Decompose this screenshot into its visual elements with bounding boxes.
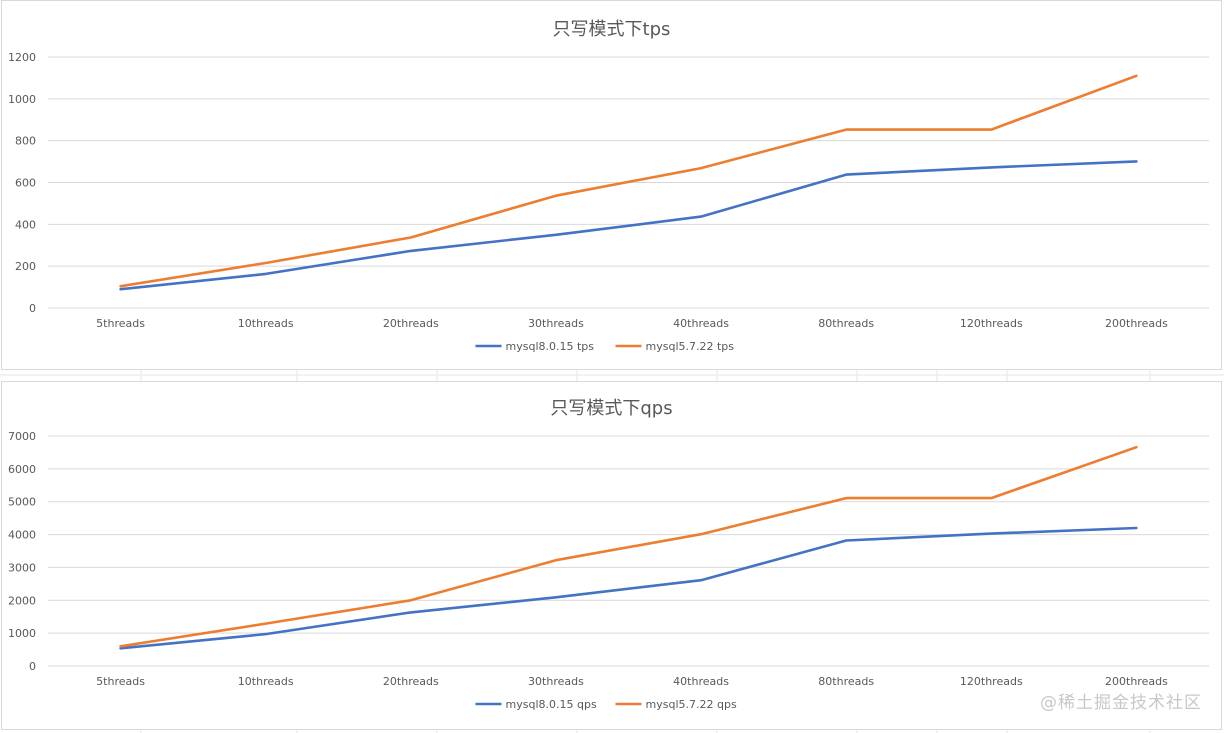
tps-y-tick-label: 200	[15, 260, 36, 273]
qps-y-tick-label: 5000	[8, 496, 36, 509]
tps-legend-label-1: mysql8.0.15 tps	[506, 340, 595, 353]
tps-legend-label-2: mysql5.7.22 tps	[646, 340, 735, 353]
qps-chart-title: 只写模式下qps	[550, 398, 672, 419]
tps-y-tick-label: 0	[29, 302, 36, 315]
qps-y-tick-label: 0	[29, 660, 36, 673]
watermark: @稀土掘金技术社区	[1040, 693, 1202, 713]
qps-x-tick-label: 30threads	[528, 675, 584, 688]
qps-x-tick-label: 20threads	[383, 675, 439, 688]
qps-series-line-1	[119, 526, 1138, 650]
tps-x-tick-label: 10threads	[238, 317, 294, 330]
qps-y-tick-label: 2000	[8, 594, 36, 607]
tps-x-tick-label: 30threads	[528, 317, 584, 330]
qps-x-tick-label: 10threads	[238, 675, 294, 688]
qps-chart: 只写模式下qps 0 1000 2000 3000 4000 5000 6000 7000 5th…	[8, 398, 1209, 711]
qps-y-tick-label: 4000	[8, 529, 36, 542]
tps-x-tick-label: 40threads	[673, 317, 729, 330]
qps-x-tick-label: 80threads	[818, 675, 874, 688]
qps-x-tick-label: 40threads	[673, 675, 729, 688]
tps-y-tick-label: 800	[15, 135, 36, 148]
tps-y-tick-label: 1200	[8, 51, 36, 64]
qps-x-tick-label: 120threads	[960, 675, 1023, 688]
tps-x-tick-label: 20threads	[383, 317, 439, 330]
tps-x-tick-label: 80threads	[818, 317, 874, 330]
qps-y-tick-label: 3000	[8, 561, 36, 574]
qps-y-tick-label: 1000	[8, 627, 36, 640]
tps-x-tick-label: 5threads	[96, 317, 145, 330]
tps-y-tick-label: 400	[15, 218, 36, 231]
qps-y-tick-label: 6000	[8, 463, 36, 476]
qps-legend-label-1: mysql8.0.15 qps	[506, 698, 597, 711]
tps-series-line-2	[119, 74, 1138, 288]
qps-legend-label-2: mysql5.7.22 qps	[646, 698, 737, 711]
qps-y-tick-label: 7000	[8, 430, 36, 443]
qps-x-tick-label: 200threads	[1105, 675, 1168, 688]
qps-x-tick-label: 5threads	[96, 675, 145, 688]
tps-y-tick-label: 600	[15, 177, 36, 190]
tps-chart: 只写模式下tps 0 200 400 600 800 1000 1200 5threads 10t…	[8, 19, 1209, 353]
tps-chart-panel[interactable]: 只写模式下tps 0 200 400 600 800 1000 1200 5threads 10t…	[1, 0, 1222, 370]
tps-series-line-1	[119, 160, 1138, 291]
tps-y-tick-label: 1000	[8, 93, 36, 106]
qps-series-line-2	[119, 445, 1138, 648]
qps-chart-panel[interactable]: 只写模式下qps 0 1000 2000 3000 4000 5000 6000 7000 5th…	[1, 381, 1222, 730]
tps-chart-title: 只写模式下tps	[553, 19, 671, 40]
tps-x-tick-label: 200threads	[1105, 317, 1168, 330]
tps-x-tick-label: 120threads	[960, 317, 1023, 330]
